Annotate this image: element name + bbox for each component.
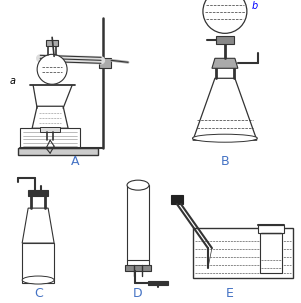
Ellipse shape	[127, 180, 149, 190]
Text: A: A	[71, 155, 79, 168]
Bar	[18, 148, 98, 155]
Bar	[99, 58, 111, 68]
Text: b: b	[252, 2, 258, 12]
Text: E: E	[226, 287, 234, 299]
Bar	[40, 127, 60, 132]
Text: D: D	[133, 287, 143, 299]
Circle shape	[203, 0, 247, 33]
Bar	[20, 128, 80, 148]
Bar	[148, 281, 168, 285]
Bar	[171, 195, 183, 204]
Polygon shape	[32, 106, 68, 128]
Bar	[258, 225, 284, 233]
Bar	[260, 233, 282, 273]
Ellipse shape	[192, 134, 257, 142]
Bar	[28, 190, 48, 196]
Polygon shape	[212, 58, 238, 68]
Polygon shape	[22, 208, 54, 243]
Circle shape	[37, 54, 67, 84]
Bar	[216, 36, 234, 44]
Bar	[22, 243, 54, 283]
Bar	[125, 265, 151, 271]
Text: C: C	[34, 287, 42, 299]
Polygon shape	[193, 78, 257, 140]
Bar	[46, 40, 58, 46]
Bar	[193, 228, 293, 278]
Text: a: a	[9, 76, 15, 86]
Text: B: B	[221, 155, 229, 168]
Ellipse shape	[22, 276, 54, 284]
Bar	[127, 185, 149, 260]
